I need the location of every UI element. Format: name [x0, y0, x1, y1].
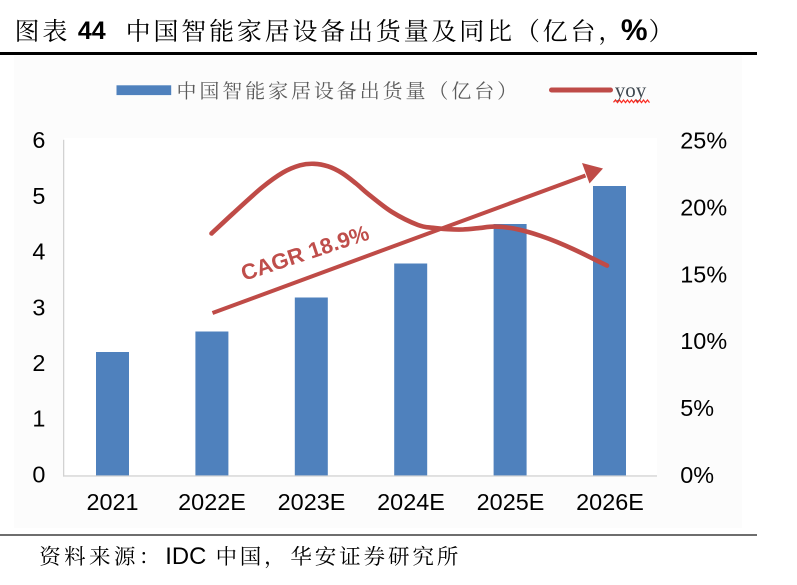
svg-text:5%: 5%	[680, 395, 714, 421]
svg-text:2023E: 2023E	[278, 489, 346, 515]
svg-text:0: 0	[32, 461, 45, 487]
svg-text:6: 6	[32, 127, 45, 153]
svg-text:2: 2	[32, 350, 45, 376]
svg-text:2021: 2021	[86, 489, 138, 515]
svg-text:15%: 15%	[680, 261, 727, 287]
svg-text:2022E: 2022E	[178, 489, 246, 515]
svg-text:44: 44	[78, 17, 106, 45]
svg-text:20%: 20%	[680, 194, 727, 220]
svg-text:5: 5	[32, 183, 45, 209]
svg-text:2026E: 2026E	[576, 489, 644, 515]
svg-text:4: 4	[32, 239, 45, 265]
svg-text:2024E: 2024E	[377, 489, 445, 515]
svg-text:25%: 25%	[680, 127, 727, 153]
svg-text:10%: 10%	[680, 328, 727, 354]
svg-text:2025E: 2025E	[477, 489, 545, 515]
svg-text:0%: 0%	[680, 462, 714, 488]
svg-text:3: 3	[32, 294, 45, 320]
svg-text:1: 1	[32, 406, 45, 432]
svg-text:IDC: IDC	[165, 543, 206, 570]
svg-text:%: %	[621, 14, 648, 47]
svg-text:yoy: yoy	[615, 78, 647, 102]
